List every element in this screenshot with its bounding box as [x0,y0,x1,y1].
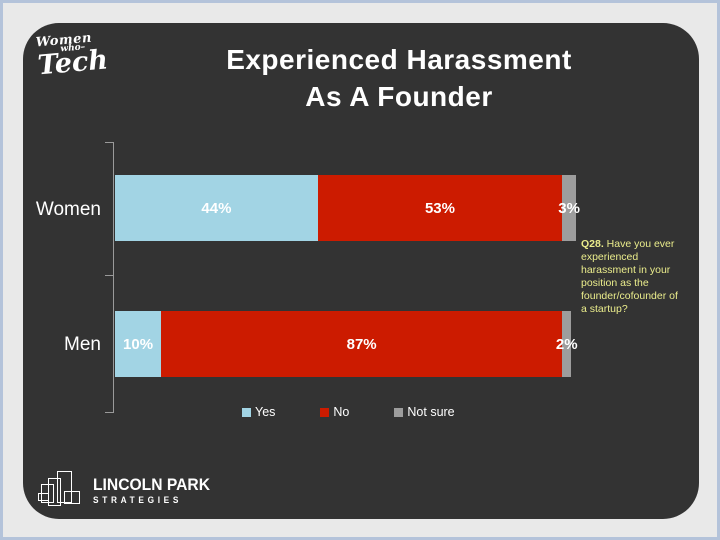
chart-title: Experienced Harassment As A Founder [226,44,572,112]
bar-segment-yes: 10% [115,311,162,377]
legend-label-not-sure: Not sure [407,405,455,419]
bar-value-label: 53% [424,199,455,217]
bar-value-label: 3% [558,199,580,217]
question-annotation: Q28. Have you ever experienced harassmen… [581,238,685,316]
category-label-women: Women [35,199,101,220]
lincoln-park-name: LINCOLN PARK [93,474,211,494]
stacked-bar-women: 44% 53% 3% [115,175,580,241]
slide-card: Women who– Tech Experienced Harassment A… [23,23,699,519]
stacked-bar-men: 10% 87% 2% [115,311,578,377]
wwt-logo-word-tech: Tech [36,44,110,82]
lincoln-park-blocks-icon [37,469,87,511]
lincoln-park-logo-text: LINCOLN PARK STRATEGIES [93,476,220,505]
bar-value-label: 2% [555,335,578,353]
bar-segment-no: 87% [161,311,563,377]
question-text: Have you ever experienced harassment in … [581,238,678,315]
lincoln-park-strategies-logo: LINCOLN PARK STRATEGIES [37,469,220,511]
bar-value-label: 10% [123,335,154,353]
bar-segment-yes: 44% [115,175,318,241]
legend-swatch-not-sure [394,407,404,417]
legend-item-yes: Yes [242,405,275,419]
bar-segment-not-sure: 2% [556,311,578,377]
legend-swatch-no [320,407,330,417]
bar-value-label: 87% [346,335,377,353]
legend-swatch-yes [242,407,251,417]
legend-label-no: No [333,405,350,419]
lincoln-park-strategies: STRATEGIES [93,494,183,505]
bar-segment-not-sure: 3% [558,175,580,241]
chart-legend: Yes No Not sure [242,405,455,419]
bar-segment-no: 53% [317,175,563,241]
category-label-men: Men [64,334,101,355]
legend-item-not-sure: Not sure [394,405,455,419]
axis-tick-top [105,142,113,143]
logo-rect [48,478,61,506]
legend-item-no: No [320,405,349,419]
axis-line [113,142,114,413]
question-number: Q28. [581,238,604,250]
legend-label-yes: Yes [255,405,276,419]
logo-rect [64,491,80,504]
axis-tick-middle [105,275,113,276]
women-who-tech-logo: Women who– Tech [35,30,118,82]
axis-tick-bottom [105,412,113,413]
bar-value-label: 44% [201,199,232,217]
logo-rect [38,493,49,501]
